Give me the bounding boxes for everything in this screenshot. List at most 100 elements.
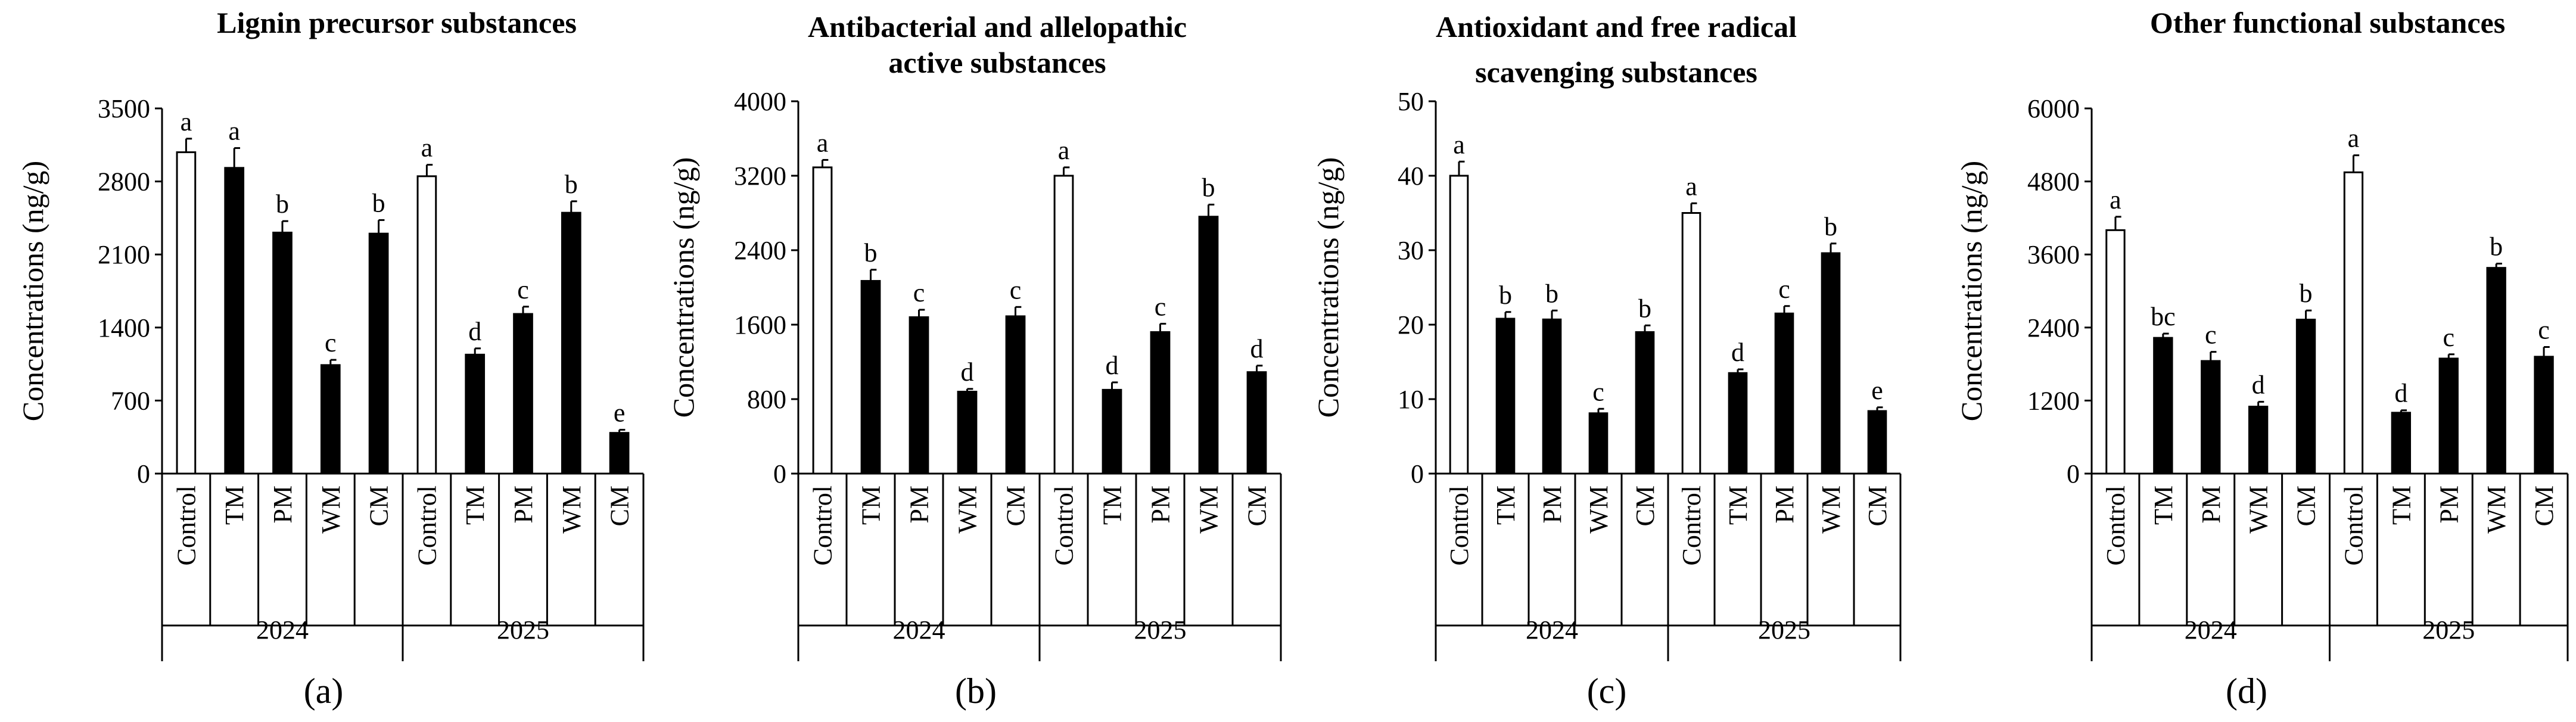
bar [320,364,341,475]
x-tick-label: TM [2387,486,2416,525]
panel-label: (a) [304,671,344,711]
bar [1246,371,1267,475]
bar [2343,171,2364,475]
bar [1821,252,1841,475]
y-tick-label: 0 [1411,459,1424,488]
significance-letter: c [1155,292,1166,321]
y-tick-label: 3500 [98,94,150,123]
bar [909,316,929,475]
bar [1635,331,1655,475]
bar [368,232,389,475]
x-tick-label: TM [461,486,490,525]
bar [2153,337,2173,475]
significance-letter: a [1685,172,1697,201]
group-label: 2025 [2422,615,2475,645]
x-tick-label: Control [1050,486,1079,565]
group-label: 2025 [1134,615,1187,645]
bar [1728,372,1748,475]
x-tick-label: WM [1584,486,1613,534]
chart-title: Antioxidant and free radical [1436,10,1797,43]
bar [1495,318,1516,475]
significance-letter: d [1106,351,1119,380]
bar [561,211,581,475]
significance-letter: e [614,398,626,427]
x-tick-label: WM [1194,486,1224,534]
chart-panel-a: Lignin precursor substances 0 700 1400 2100 2… [16,6,645,711]
chart-title: Other functional substances [2150,6,2505,39]
x-tick-label: WM [2482,486,2511,534]
significance-letter: a [1058,136,1070,165]
y-tick-label: 2400 [2027,313,2080,343]
significance-letter: a [2110,185,2121,214]
bar [1005,315,1026,475]
x-tick-label: PM [905,486,934,524]
x-tick-label: WM [953,486,982,534]
x-tick-label: CM [2292,486,2321,526]
x-tick-label: CM [1243,486,1272,526]
chart-title: Lignin precursor substances [217,6,577,39]
x-tick-label: PM [2434,486,2463,524]
x-tick-label: WM [2244,486,2273,534]
y-tick-label: 10 [1398,385,1424,414]
panel-label: (d) [2226,671,2267,711]
bar [812,166,833,475]
y-tick-label: 1400 [98,313,150,343]
x-tick-label: PM [1146,486,1175,524]
y-axis-label: Concentrations (ng/g) [1311,157,1345,418]
bar [1449,175,1469,475]
y-tick-label: 4800 [2027,167,2080,197]
x-tick-label: TM [857,486,886,525]
x-tick-label: TM [1723,486,1753,525]
significance-letter: d [2252,370,2265,399]
bar [2201,360,2221,475]
bar [1150,331,1171,475]
group-label: 2025 [1758,615,1810,645]
x-tick-label: PM [1538,486,1567,524]
y-axis-label: Concentrations (ng/g) [1955,161,1988,421]
significance-letter: b [372,188,385,217]
significance-letter: d [1731,338,1744,367]
x-tick-label: TM [1491,486,1520,525]
y-axis-label: Concentrations (ng/g) [16,161,49,421]
significance-letter: b [2490,232,2503,262]
y-tick-label: 20 [1398,310,1424,340]
significance-letter: b [276,189,289,219]
y-tick-label: 50 [1398,87,1424,116]
significance-letter: c [2538,315,2550,344]
x-tick-label: Control [808,486,838,565]
significance-letter: b [1499,281,1512,310]
chart-title: active substances [888,46,1106,79]
bar [224,167,245,475]
y-tick-label: 3600 [2027,240,2080,269]
bar [513,313,533,475]
bar [1102,388,1122,475]
y-tick-label: 2800 [98,167,150,197]
y-tick-label: 700 [111,386,150,415]
y-tick-label: 4000 [734,87,786,116]
significance-letter: d [961,357,974,387]
bar [465,353,486,475]
significance-letter: c [2205,320,2217,350]
significance-letter: c [913,278,925,307]
significance-letter: b [565,170,578,199]
panel-label: (b) [955,671,997,711]
significance-letter: b [1202,173,1215,202]
significance-letter: d [1250,334,1264,363]
bar [416,175,437,475]
chart-title: Antibacterial and allelopathic [808,10,1187,43]
y-tick-label: 0 [773,459,786,488]
significance-letter: b [1638,294,1651,323]
bar [609,432,630,475]
y-axis-label: Concentrations (ng/g) [667,157,700,418]
chart-panel-d: Other functional substances 0 1200 2400 3600… [1955,6,2569,711]
significance-letter: b [2300,279,2313,308]
significance-letter: bc [2151,302,2176,331]
x-tick-label: CM [1863,486,1892,526]
significance-letter: a [421,133,433,163]
group-label: 2024 [256,615,309,645]
bar [272,231,293,475]
bar [1053,175,1074,475]
x-tick-label: Control [2339,486,2368,565]
